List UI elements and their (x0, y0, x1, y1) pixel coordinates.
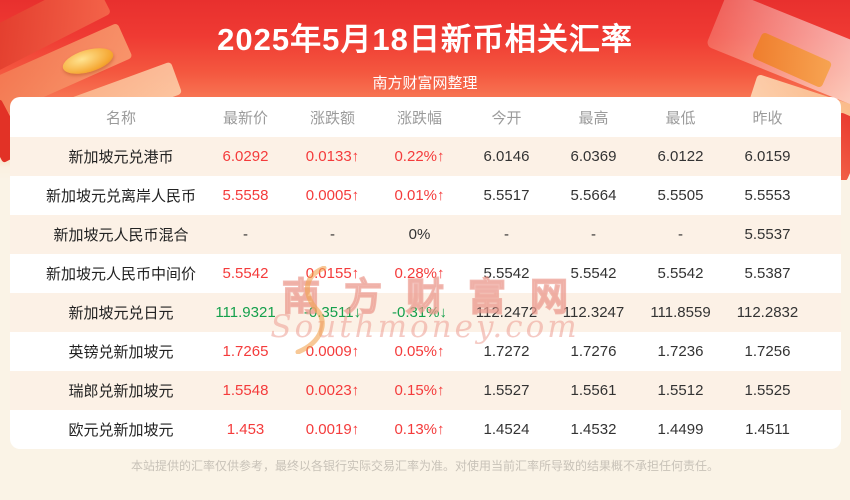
cell-latest: 6.0292 (222, 148, 269, 165)
cell-prev_close: 5.5537 (744, 226, 791, 243)
column-header: 今开 (491, 109, 522, 127)
cell-change_pct: 0.28%↑ (394, 265, 445, 282)
cell-prev_close: 5.5553 (744, 187, 791, 204)
cell-name: 欧元兑新加坡元 (68, 422, 174, 439)
cell-change: -0.3511↓ (303, 304, 362, 321)
cell-change_pct: 0.05%↑ (394, 343, 445, 360)
table-row: 欧元兑新加坡元 1.453 0.0019↑ 0.13%↑ 1.4524 1.4532 1.4… (10, 410, 841, 449)
cell-latest: 1.453 (226, 421, 265, 438)
cell-high: 6.0369 (570, 148, 617, 165)
cell-change_pct: 0.01%↑ (394, 187, 445, 204)
cell-open: 5.5517 (483, 187, 530, 204)
cell-prev_close: 5.5387 (744, 265, 791, 282)
cell-change: 0.0133↑ (305, 148, 360, 165)
cell-name: 新加坡元兑离岸人民币 (45, 188, 196, 205)
cell-low: 6.0122 (657, 148, 704, 165)
cell-latest: - (243, 226, 248, 243)
cell-open: 1.5527 (483, 382, 530, 399)
cell-change: 0.0019↑ (305, 421, 360, 438)
table-body: 新加坡元兑港币 6.0292 0.0133↑ 0.22%↑ 6.0146 6.0369 6.… (10, 137, 841, 449)
cell-open: 1.4524 (483, 421, 530, 438)
table-row: 新加坡元兑港币 6.0292 0.0133↑ 0.22%↑ 6.0146 6.0369 6.… (10, 137, 841, 176)
cell-name: 新加坡元人民币混合 (53, 227, 189, 244)
cell-latest: 111.9321 (215, 304, 276, 321)
cell-prev_close: 1.4511 (745, 421, 790, 438)
table-row: 新加坡元兑离岸人民币 5.5558 0.0005↑ 0.01%↑ 5.5517 5.566… (10, 176, 841, 215)
cell-change_pct: 0.22%↑ (394, 148, 445, 165)
cell-high: 112.3247 (562, 304, 625, 321)
cell-high: 1.4532 (570, 421, 617, 438)
cell-change_pct: 0% (408, 226, 431, 243)
table-row: 新加坡元人民币混合 - - 0% - - - 5.5537 (10, 215, 841, 254)
cell-change: 0.0023↑ (305, 382, 360, 399)
column-header: 涨跌幅 (396, 109, 442, 127)
cell-open: 6.0146 (483, 148, 530, 165)
cell-latest: 1.7265 (222, 343, 269, 360)
cell-prev_close: 1.5525 (744, 382, 791, 399)
cell-high: 1.7276 (570, 343, 617, 360)
cell-change: - (330, 226, 335, 243)
cell-low: 5.5505 (657, 187, 704, 204)
cell-change_pct: 0.15%↑ (394, 382, 445, 399)
cell-low: - (678, 226, 683, 243)
cell-name: 瑞郎兑新加坡元 (68, 383, 174, 400)
cell-change: 0.0009↑ (305, 343, 360, 360)
cell-latest: 5.5558 (222, 187, 269, 204)
cell-change: 0.0005↑ (305, 187, 360, 204)
cell-open: 112.2472 (475, 304, 538, 321)
table-row: 新加坡元兑日元 111.9321 -0.3511↓ -0.31%↓ 112.2472 11… (10, 293, 841, 332)
column-header: 名称 (105, 109, 136, 127)
table-row: 英镑兑新加坡元 1.7265 0.0009↑ 0.05%↑ 1.7272 1.7276 1.… (10, 332, 841, 371)
table-row: 瑞郎兑新加坡元 1.5548 0.0023↑ 0.15%↑ 1.5527 1.5561 1.… (10, 371, 841, 410)
cell-low: 1.5512 (657, 382, 704, 399)
cell-low: 1.4499 (657, 421, 704, 438)
cell-prev_close: 6.0159 (744, 148, 791, 165)
cell-change_pct: 0.13%↑ (394, 421, 445, 438)
page-title: 2025年5月18日新币相关汇率 (217, 22, 633, 57)
cell-high: - (591, 226, 596, 243)
exchange-rates-table: 名称 最新价 涨跌额 涨跌幅 今开 最高 最低 昨收 新加坡元兑港币 6.0292 0.0133↑… (10, 97, 841, 449)
cell-open: 5.5542 (483, 265, 530, 282)
cell-low: 1.7236 (657, 343, 704, 360)
cell-prev_close: 112.2832 (736, 304, 799, 321)
cell-name: 英镑兑新加坡元 (68, 344, 174, 361)
cell-name: 新加坡元兑港币 (68, 149, 174, 166)
table-header-row: 名称 最新价 涨跌额 涨跌幅 今开 最高 最低 昨收 (10, 97, 841, 137)
cell-low: 111.8559 (650, 304, 711, 321)
cell-change_pct: -0.31%↓ (391, 304, 448, 321)
page-subtitle: 南方财富网整理 (372, 75, 478, 92)
cell-change: 0.0155↑ (305, 265, 360, 282)
column-header: 昨收 (752, 109, 783, 127)
cell-latest: 5.5542 (222, 265, 269, 282)
column-header: 最新价 (222, 109, 268, 127)
column-header: 最高 (578, 109, 609, 127)
cell-high: 5.5664 (570, 187, 617, 204)
cell-prev_close: 1.7256 (744, 343, 791, 360)
cell-name: 新加坡元人民币中间价 (45, 266, 196, 283)
column-header: 涨跌额 (309, 109, 355, 127)
cell-open: 1.7272 (483, 343, 530, 360)
cell-latest: 1.5548 (222, 382, 269, 399)
cell-low: 5.5542 (657, 265, 704, 282)
column-header: 最低 (665, 109, 696, 127)
cell-open: - (504, 226, 509, 243)
cell-name: 新加坡元兑日元 (68, 305, 174, 322)
table-row: 新加坡元人民币中间价 5.5542 0.0155↑ 0.28%↑ 5.5542 5.554… (10, 254, 841, 293)
cell-high: 1.5561 (570, 382, 617, 399)
cell-high: 5.5542 (570, 265, 617, 282)
disclaimer-text: 本站提供的汇率仅供参考，最终以各银行实际交易汇率为准。对使用当前汇率所导致的结果… (130, 459, 719, 473)
